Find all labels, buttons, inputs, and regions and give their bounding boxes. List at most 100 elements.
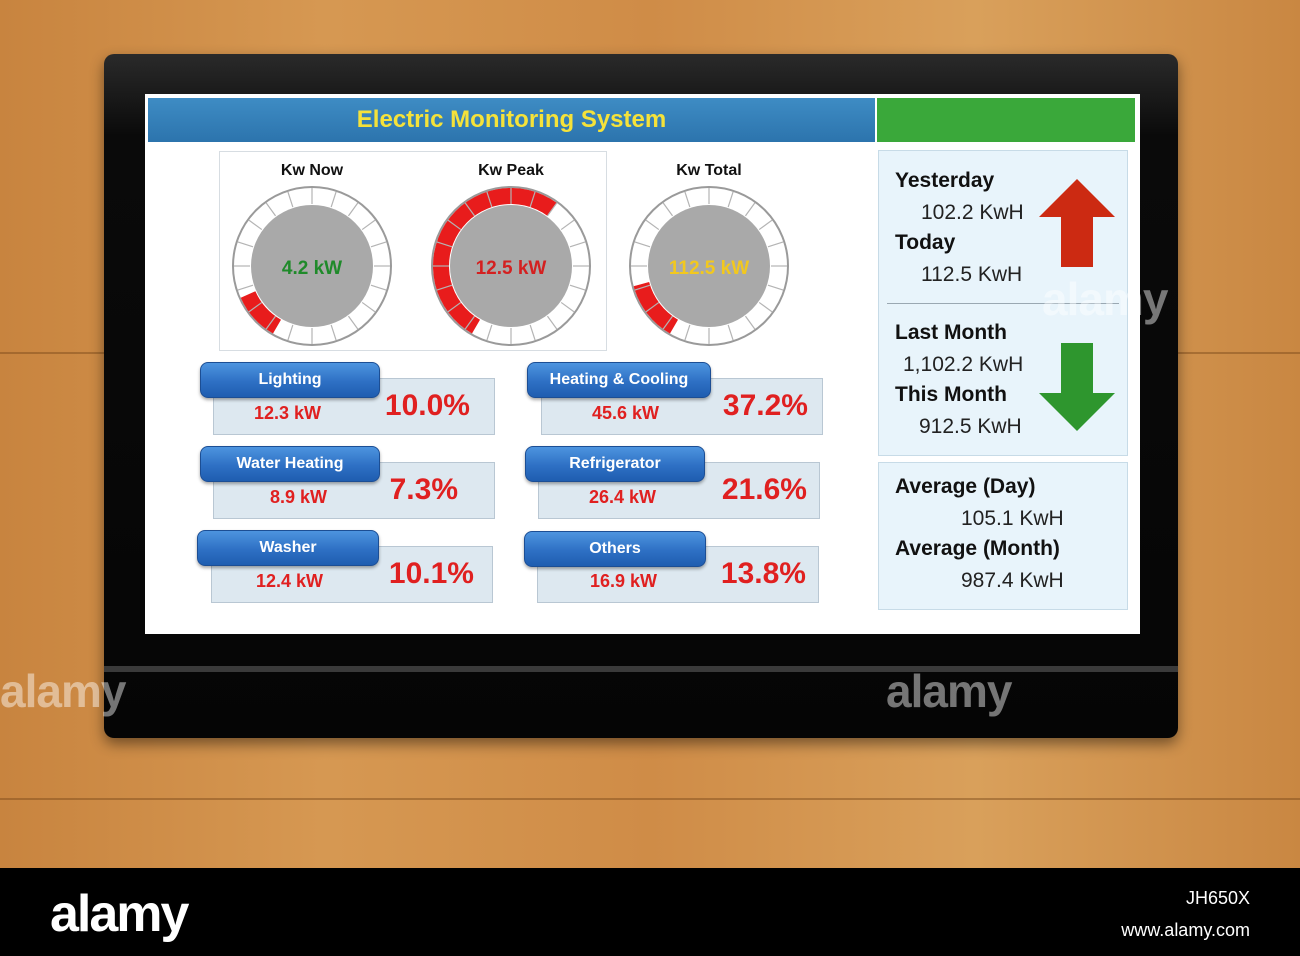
gauge-label: Kw Peak: [478, 162, 544, 179]
today-value: 112.5 KwH: [921, 263, 1023, 286]
today-label: Today: [895, 231, 956, 254]
footer-url: www.alamy.com: [1121, 920, 1250, 940]
averages-panel: Average (Day) 105.1 KwH Average (Month) …: [878, 462, 1128, 610]
gauge-tick: [237, 241, 254, 248]
last-month-value: 1,102.2 KwH: [903, 353, 1024, 376]
load-kw: 26.4 kW: [589, 487, 657, 507]
load-percent: 7.3%: [389, 473, 458, 506]
gauge-tick: [662, 315, 674, 330]
load-percent: 37.2%: [722, 389, 808, 422]
gauge-value: 12.5 kW: [475, 258, 547, 279]
gauge-tick: [634, 284, 651, 291]
gauge-tick: [662, 202, 674, 217]
gauge-tick: [370, 241, 387, 248]
gauge-tick: [486, 324, 493, 341]
gauge-tick: [758, 219, 773, 231]
gauge-tick: [265, 202, 277, 217]
gauge-tick: [248, 219, 263, 231]
stock-footer: alamy JH650X www.alamy.com: [0, 868, 1300, 956]
gauge-tick: [529, 191, 536, 208]
tv-bezel-strip: [104, 666, 1178, 672]
gauge-tick: [727, 191, 734, 208]
gauge-label: Kw Total: [676, 162, 742, 179]
gauge-tick: [560, 301, 575, 313]
footer-logo: alamy: [50, 885, 189, 943]
gauge-tick: [248, 301, 263, 313]
gauge-tick: [347, 202, 359, 217]
load-button-heating-cooling[interactable]: Heating & Cooling: [527, 362, 711, 398]
this-month-label: This Month: [895, 383, 1007, 406]
arrow-down-icon: [1039, 343, 1115, 431]
gauge-tick: [287, 324, 294, 341]
gauge-kw-total: Kw Total 112.5 kW: [624, 162, 794, 348]
wall-seam: [0, 798, 1300, 800]
load-kw: 8.9 kW: [270, 487, 328, 507]
load-button-washer[interactable]: Washer: [197, 530, 379, 566]
gauge-center: [450, 205, 572, 327]
gauge-tick: [634, 241, 651, 248]
gauge-tick: [684, 324, 691, 341]
gauge-tick: [546, 315, 558, 330]
gauge-tick: [744, 315, 756, 330]
gauge-tick: [265, 315, 277, 330]
gauge-kw-peak: Kw Peak 12.5 kW: [426, 162, 596, 348]
gauge-tick: [486, 191, 493, 208]
divider: [887, 303, 1119, 304]
gauge-label: Kw Now: [280, 162, 344, 179]
gauge-fill: [433, 188, 557, 334]
gauge-tick: [330, 191, 337, 208]
gauge-tick: [767, 284, 784, 291]
gauge-tick: [330, 324, 337, 341]
gauge-kw-now: Kw Now 4.2 kW: [227, 162, 397, 348]
gauge-tick: [447, 301, 462, 313]
load-percent: 10.1%: [388, 557, 474, 590]
load-kw: 12.3 kW: [254, 403, 322, 423]
gauge-tick: [237, 284, 254, 291]
watermark: alamy: [0, 665, 126, 717]
gauge-tick: [744, 202, 756, 217]
load-button-others[interactable]: Others: [524, 531, 706, 567]
gauge-dial: [232, 186, 392, 346]
gauge-tick: [361, 219, 376, 231]
gauge-tick: [347, 315, 359, 330]
page-title: Electric Monitoring System: [148, 98, 875, 142]
comparison-panel: Yesterday 102.2 KwH Today 112.5 KwH Last…: [878, 150, 1128, 456]
gauge-tick: [767, 241, 784, 248]
gauge-value: 4.2 kW: [281, 258, 343, 279]
load-button-lighting[interactable]: Lighting: [200, 362, 380, 398]
watermark: alamy: [886, 665, 1012, 717]
yesterday-label: Yesterday: [895, 169, 995, 192]
last-month-label: Last Month: [895, 321, 1007, 344]
gauge-tick: [447, 219, 462, 231]
gauge-tick: [436, 241, 453, 248]
gauge-tick: [436, 284, 453, 291]
gauge-tick: [645, 219, 660, 231]
gauge-value: 112.5 kW: [668, 258, 750, 279]
gauge-fill: [633, 282, 678, 334]
gauge-tick: [569, 241, 586, 248]
tv-monitor: Electric Monitoring System Kw Now 4.2 kW…: [104, 54, 1178, 738]
watermark: alamy: [1042, 273, 1168, 325]
this-month-value: 912.5 KwH: [919, 415, 1022, 438]
dashboard-screen: Electric Monitoring System Kw Now 4.2 kW…: [145, 94, 1140, 634]
average-month-label: Average (Month): [895, 537, 1060, 560]
load-percent: 13.8%: [720, 557, 806, 590]
gauge-tick: [645, 301, 660, 313]
average-day-value: 105.1 KwH: [961, 507, 1064, 530]
gauge-tick: [529, 324, 536, 341]
load-kw: 45.6 kW: [592, 403, 660, 423]
title-accent-bar: [877, 98, 1135, 142]
gauge-dial: [629, 186, 789, 346]
average-day-label: Average (Day): [895, 475, 1036, 498]
gauge-tick: [727, 324, 734, 341]
load-button-water-heating[interactable]: Water Heating: [200, 446, 380, 482]
load-kw: 16.9 kW: [590, 571, 658, 591]
load-percent: 10.0%: [384, 389, 470, 422]
yesterday-value: 102.2 KwH: [921, 201, 1024, 224]
load-percent: 21.6%: [721, 473, 807, 506]
gauge-dial: [431, 186, 591, 346]
gauge-panel: Kw Now 4.2 kW Kw Peak 12.5 kW Kw Total 1…: [219, 151, 789, 351]
arrow-up-icon: [1039, 179, 1115, 267]
load-button-refrigerator[interactable]: Refrigerator: [525, 446, 705, 482]
gauge-tick: [758, 301, 773, 313]
